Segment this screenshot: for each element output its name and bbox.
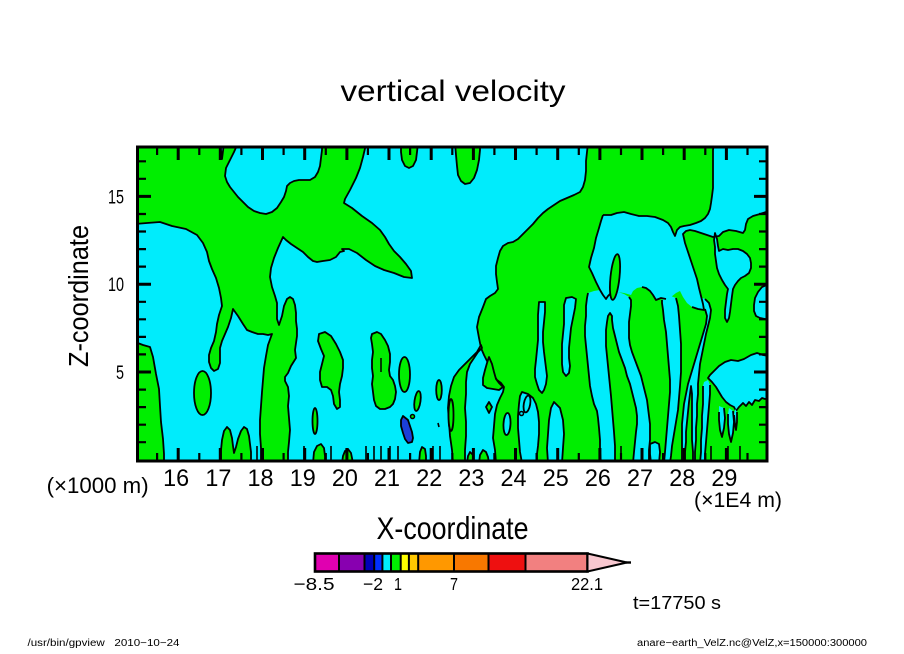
svg-text:23: 23 — [458, 465, 484, 492]
svg-text:25: 25 — [543, 465, 569, 492]
svg-text:−2: −2 — [363, 574, 383, 595]
svg-text:(×1000 m): (×1000 m) — [47, 474, 149, 499]
svg-text:22.1: 22.1 — [571, 574, 603, 595]
svg-text:anare−earth_VelZ.nc@VelZ,x=150: anare−earth_VelZ.nc@VelZ,x=150000:300000 — [637, 638, 867, 649]
svg-text:−8.5: −8.5 — [294, 574, 335, 595]
svg-text:/usr/bin/gpview 2010−10−24: /usr/bin/gpview 2010−10−24 — [28, 638, 180, 649]
svg-text:28: 28 — [669, 465, 695, 492]
svg-text:29: 29 — [711, 465, 737, 492]
svg-text:26: 26 — [585, 465, 611, 492]
svg-text:t=17750 s: t=17750 s — [633, 592, 721, 613]
svg-text:22: 22 — [416, 465, 442, 492]
svg-text:19: 19 — [290, 465, 316, 492]
svg-text:21: 21 — [374, 465, 400, 492]
svg-text:vertical velocity: vertical velocity — [341, 74, 566, 107]
svg-text:15: 15 — [108, 186, 124, 208]
svg-text:Z-coordinate: Z-coordinate — [65, 225, 95, 367]
svg-text:27: 27 — [627, 465, 653, 492]
svg-text:(×1E4 m): (×1E4 m) — [694, 489, 782, 512]
svg-text:24: 24 — [501, 465, 527, 492]
svg-text:1: 1 — [394, 574, 402, 595]
svg-text:7: 7 — [450, 574, 458, 595]
svg-text:17: 17 — [205, 465, 231, 492]
svg-text:10: 10 — [108, 274, 124, 296]
svg-text:16: 16 — [163, 465, 189, 492]
svg-text:18: 18 — [248, 465, 274, 492]
svg-text:5: 5 — [116, 362, 124, 384]
svg-text:20: 20 — [332, 465, 358, 492]
svg-text:X-coordinate: X-coordinate — [377, 511, 529, 546]
